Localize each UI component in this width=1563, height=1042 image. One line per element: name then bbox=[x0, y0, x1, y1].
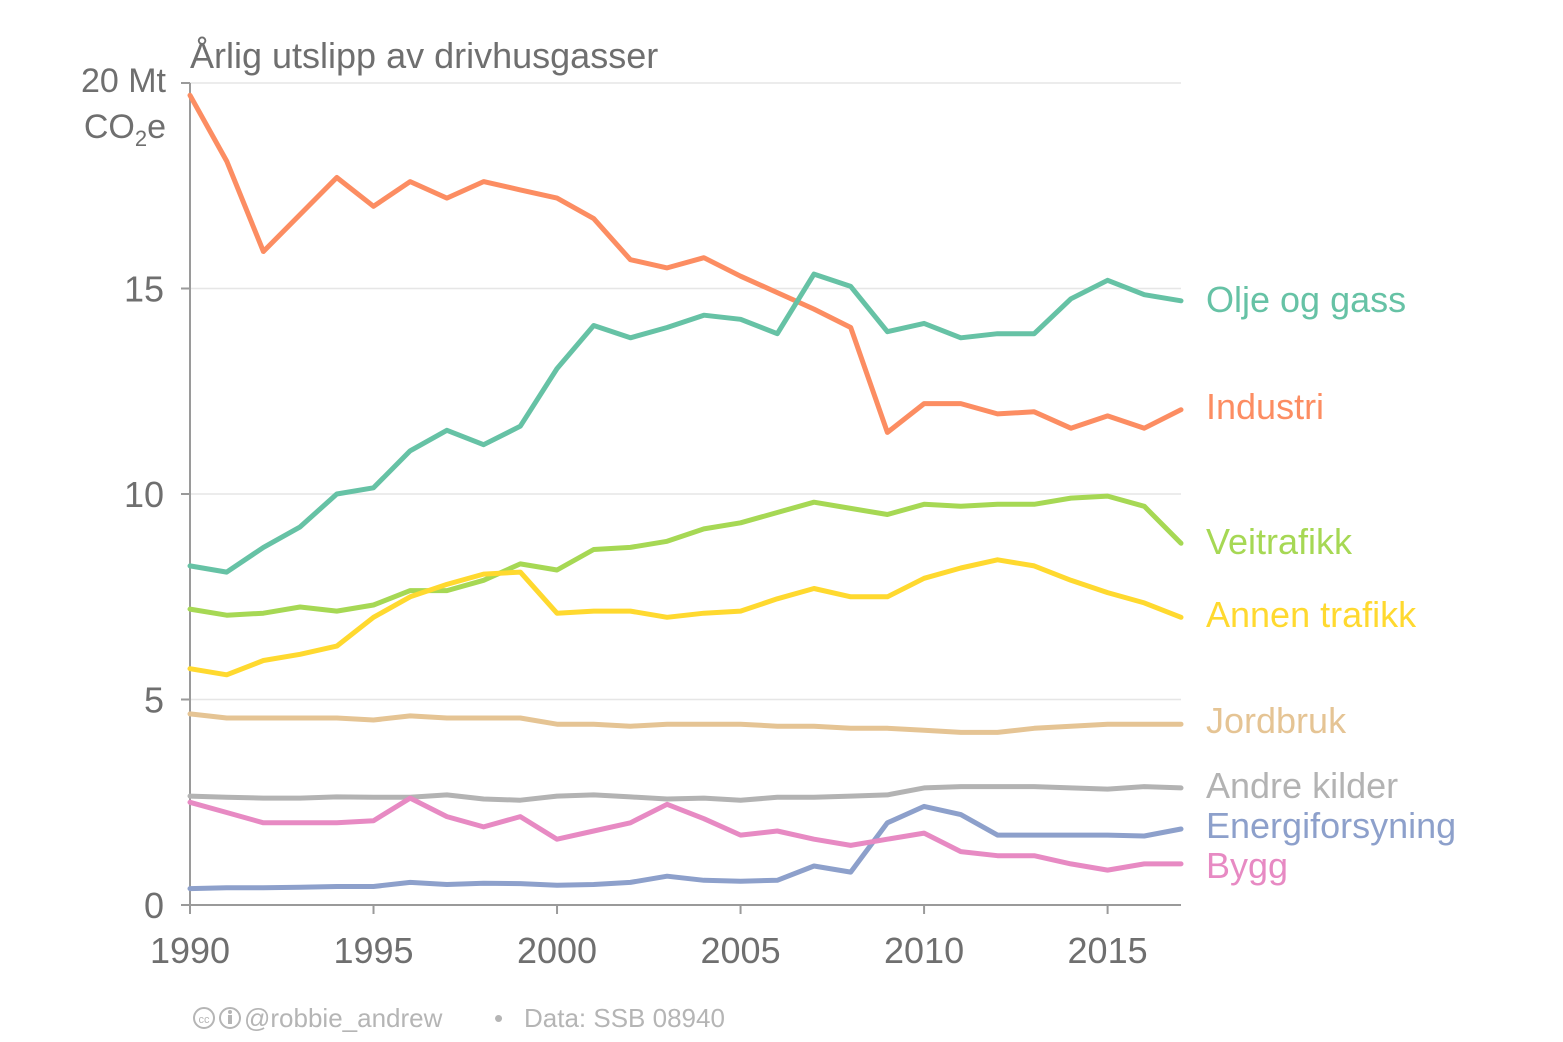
footer-source: Data: SSB 08940 bbox=[524, 1003, 725, 1033]
y-tick-label-10: 10 bbox=[124, 474, 164, 515]
series-line-industri bbox=[187, 92, 1184, 435]
footer-handle: @robbie_andrew bbox=[244, 1003, 443, 1033]
cc-license-icon: cc bbox=[193, 1007, 215, 1029]
y-tick-label-0: 0 bbox=[144, 885, 164, 926]
series-label-bygg: Bygg bbox=[1206, 845, 1288, 886]
series-label-industri: Industri bbox=[1206, 386, 1324, 427]
series-label-annen-trafikk: Annen trafikk bbox=[1206, 594, 1417, 635]
series-label-andre-kilder: Andre kilder bbox=[1206, 765, 1398, 806]
series-line-olje-og-gass bbox=[187, 271, 1184, 575]
series-label-jordbruk: Jordbruk bbox=[1206, 700, 1347, 741]
axes: 0 5 10 15 1990 1995 2000 2005 2010 2015 bbox=[124, 82, 1181, 971]
series-line-bygg bbox=[187, 795, 1184, 873]
y-tick-label-5: 5 bbox=[144, 680, 164, 721]
series-line-andre-kilder bbox=[187, 784, 1184, 803]
y-tick-label-15: 15 bbox=[124, 269, 164, 310]
series-line-veitrafikk bbox=[187, 493, 1184, 618]
x-tick-label-1990: 1990 bbox=[150, 930, 230, 971]
grid-lines bbox=[190, 82, 1181, 701]
y-axis-label-value: 20 Mt bbox=[81, 62, 167, 100]
footer: cc @robbie_andrew • Data: SSB 08940 bbox=[193, 1003, 725, 1033]
y-axis-label-subscript: 2 bbox=[135, 126, 147, 151]
series-label-veitrafikk: Veitrafikk bbox=[1206, 521, 1353, 562]
series-label-energiforsyning: Energiforsyning bbox=[1206, 805, 1456, 846]
x-tick-label-1995: 1995 bbox=[333, 930, 413, 971]
y-axis-label-unit: CO2e bbox=[84, 108, 166, 151]
svg-text:cc: cc bbox=[199, 1014, 211, 1026]
footer-separator: • bbox=[494, 1003, 503, 1033]
series-labels: Industri Olje og gass Veitrafikk Annen traf… bbox=[1206, 279, 1456, 886]
series-label-olje-og-gass: Olje og gass bbox=[1206, 279, 1406, 320]
y-axis-label-co: CO bbox=[84, 108, 135, 146]
series-line-annen-trafikk bbox=[187, 557, 1184, 678]
x-tick-label-2015: 2015 bbox=[1068, 930, 1148, 971]
attribution-icon bbox=[219, 1007, 241, 1029]
x-tick-label-2005: 2005 bbox=[701, 930, 781, 971]
series-line-energiforsyning bbox=[187, 803, 1184, 892]
y-axis-label-e: e bbox=[147, 108, 166, 146]
series-lines bbox=[187, 92, 1184, 892]
x-tick-label-2000: 2000 bbox=[517, 930, 597, 971]
chart-title: Årlig utslipp av drivhusgasser bbox=[190, 35, 658, 76]
series-line-jordbruk bbox=[187, 711, 1184, 735]
x-tick-label-2010: 2010 bbox=[884, 930, 964, 971]
